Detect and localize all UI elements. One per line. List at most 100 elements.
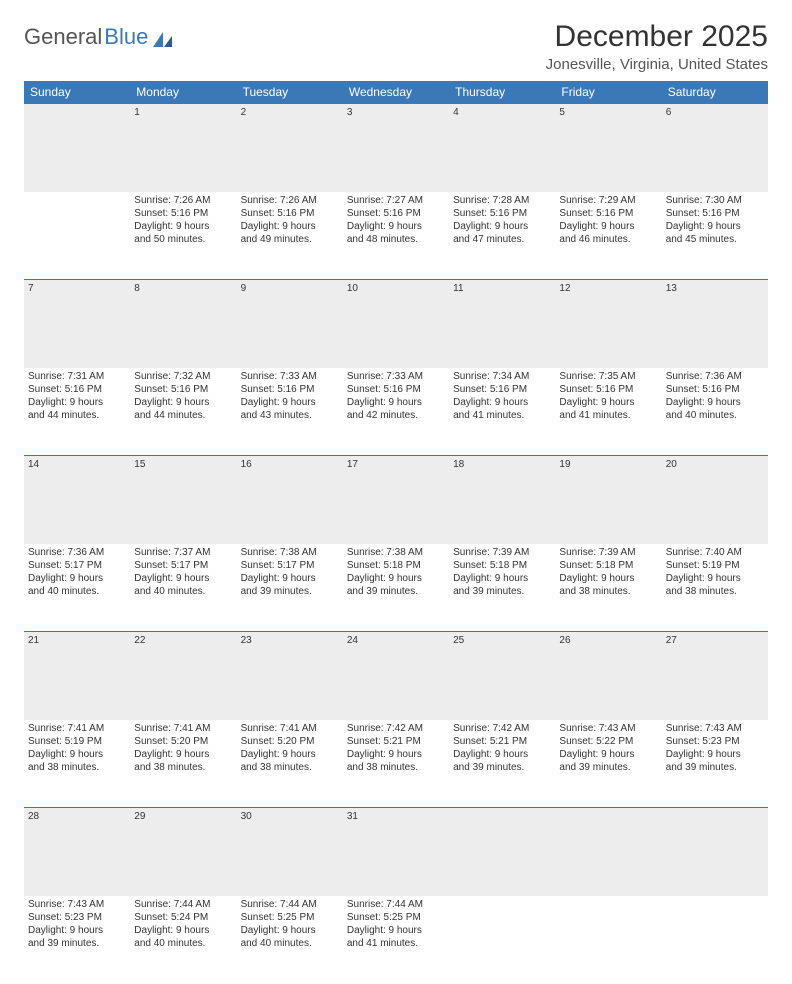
day-sunrise: Sunrise: 7:29 AM bbox=[559, 194, 657, 207]
day-sunrise: Sunrise: 7:39 AM bbox=[559, 546, 657, 559]
day-day2: and 43 minutes. bbox=[241, 409, 339, 422]
day-content-row: Sunrise: 7:43 AMSunset: 5:23 PMDaylight:… bbox=[24, 896, 768, 984]
day-number-row: 78910111213 bbox=[24, 280, 768, 368]
day-day2: and 38 minutes. bbox=[28, 761, 126, 774]
day-sunset: Sunset: 5:16 PM bbox=[134, 207, 232, 220]
day-cell: Sunrise: 7:43 AMSunset: 5:23 PMDaylight:… bbox=[662, 720, 768, 808]
calendar-header-row: SundayMondayTuesdayWednesdayThursdayFrid… bbox=[24, 81, 768, 104]
day-number-cell: 12 bbox=[555, 280, 661, 368]
day-number-row: 123456 bbox=[24, 104, 768, 192]
day-number-cell bbox=[555, 808, 661, 896]
day-cell: Sunrise: 7:42 AMSunset: 5:21 PMDaylight:… bbox=[449, 720, 555, 808]
day-cell: Sunrise: 7:29 AMSunset: 5:16 PMDaylight:… bbox=[555, 192, 661, 280]
day-number-cell: 9 bbox=[237, 280, 343, 368]
day-number-cell bbox=[24, 104, 130, 192]
day-day2: and 40 minutes. bbox=[241, 937, 339, 950]
day-cell: Sunrise: 7:41 AMSunset: 5:20 PMDaylight:… bbox=[130, 720, 236, 808]
day-cell: Sunrise: 7:41 AMSunset: 5:20 PMDaylight:… bbox=[237, 720, 343, 808]
day-day1: Daylight: 9 hours bbox=[134, 220, 232, 233]
day-number-cell: 8 bbox=[130, 280, 236, 368]
day-sunset: Sunset: 5:24 PM bbox=[134, 911, 232, 924]
day-day1: Daylight: 9 hours bbox=[666, 748, 764, 761]
day-day2: and 50 minutes. bbox=[134, 233, 232, 246]
day-day1: Daylight: 9 hours bbox=[666, 572, 764, 585]
day-sunset: Sunset: 5:18 PM bbox=[559, 559, 657, 572]
day-sunset: Sunset: 5:16 PM bbox=[666, 207, 764, 220]
day-sunrise: Sunrise: 7:43 AM bbox=[559, 722, 657, 735]
day-sunrise: Sunrise: 7:34 AM bbox=[453, 370, 551, 383]
day-day2: and 44 minutes. bbox=[134, 409, 232, 422]
day-day1: Daylight: 9 hours bbox=[559, 748, 657, 761]
day-cell: Sunrise: 7:33 AMSunset: 5:16 PMDaylight:… bbox=[237, 368, 343, 456]
day-number-cell: 4 bbox=[449, 104, 555, 192]
day-number-cell: 24 bbox=[343, 632, 449, 720]
weekday-header: Wednesday bbox=[343, 81, 449, 104]
day-cell: Sunrise: 7:36 AMSunset: 5:17 PMDaylight:… bbox=[24, 544, 130, 632]
day-cell: Sunrise: 7:30 AMSunset: 5:16 PMDaylight:… bbox=[662, 192, 768, 280]
day-cell: Sunrise: 7:27 AMSunset: 5:16 PMDaylight:… bbox=[343, 192, 449, 280]
day-day2: and 39 minutes. bbox=[241, 585, 339, 598]
day-day2: and 45 minutes. bbox=[666, 233, 764, 246]
day-sunset: Sunset: 5:18 PM bbox=[453, 559, 551, 572]
day-day1: Daylight: 9 hours bbox=[28, 396, 126, 409]
day-number-row: 28293031 bbox=[24, 808, 768, 896]
day-cell: Sunrise: 7:43 AMSunset: 5:22 PMDaylight:… bbox=[555, 720, 661, 808]
day-day1: Daylight: 9 hours bbox=[28, 924, 126, 937]
day-day1: Daylight: 9 hours bbox=[559, 396, 657, 409]
day-cell: Sunrise: 7:26 AMSunset: 5:16 PMDaylight:… bbox=[130, 192, 236, 280]
day-sunset: Sunset: 5:19 PM bbox=[666, 559, 764, 572]
day-sunset: Sunset: 5:17 PM bbox=[241, 559, 339, 572]
day-sunset: Sunset: 5:21 PM bbox=[347, 735, 445, 748]
day-number-cell bbox=[449, 808, 555, 896]
day-sunset: Sunset: 5:16 PM bbox=[28, 383, 126, 396]
day-day1: Daylight: 9 hours bbox=[134, 924, 232, 937]
day-day2: and 40 minutes. bbox=[134, 585, 232, 598]
day-number-cell: 21 bbox=[24, 632, 130, 720]
day-sunrise: Sunrise: 7:36 AM bbox=[28, 546, 126, 559]
day-day1: Daylight: 9 hours bbox=[134, 748, 232, 761]
day-day2: and 46 minutes. bbox=[559, 233, 657, 246]
location-label: Jonesville, Virginia, United States bbox=[546, 56, 768, 73]
day-sunrise: Sunrise: 7:44 AM bbox=[241, 898, 339, 911]
day-cell: Sunrise: 7:42 AMSunset: 5:21 PMDaylight:… bbox=[343, 720, 449, 808]
day-number-cell: 31 bbox=[343, 808, 449, 896]
day-cell: Sunrise: 7:40 AMSunset: 5:19 PMDaylight:… bbox=[662, 544, 768, 632]
day-day1: Daylight: 9 hours bbox=[453, 748, 551, 761]
day-content-row: Sunrise: 7:26 AMSunset: 5:16 PMDaylight:… bbox=[24, 192, 768, 280]
month-title: December 2025 bbox=[546, 20, 768, 54]
day-sunrise: Sunrise: 7:39 AM bbox=[453, 546, 551, 559]
day-day1: Daylight: 9 hours bbox=[347, 748, 445, 761]
day-day1: Daylight: 9 hours bbox=[559, 572, 657, 585]
day-sunrise: Sunrise: 7:44 AM bbox=[134, 898, 232, 911]
day-cell bbox=[449, 896, 555, 984]
day-day2: and 40 minutes. bbox=[134, 937, 232, 950]
weekday-header: Friday bbox=[555, 81, 661, 104]
day-day1: Daylight: 9 hours bbox=[666, 220, 764, 233]
day-sunrise: Sunrise: 7:41 AM bbox=[28, 722, 126, 735]
day-content-row: Sunrise: 7:36 AM Sunset: 5:17 PM Daylight:… bbox=[24, 544, 768, 632]
day-cell: Sunrise: 7:39 AMSunset: 5:18 PMDaylight:… bbox=[555, 544, 661, 632]
day-sunrise: Sunrise: 7:38 AM bbox=[241, 546, 339, 559]
day-day2: and 44 minutes. bbox=[28, 409, 126, 422]
day-sunrise: Sunrise: 7:33 AM bbox=[241, 370, 339, 383]
day-sunrise: Sunrise: 7:30 AM bbox=[666, 194, 764, 207]
day-cell: Sunrise: 7:44 AMSunset: 5:24 PMDaylight:… bbox=[130, 896, 236, 984]
day-day2: and 38 minutes. bbox=[666, 585, 764, 598]
day-sunrise: Sunrise: 7:27 AM bbox=[347, 194, 445, 207]
day-cell: Sunrise: 7:35 AMSunset: 5:16 PMDaylight:… bbox=[555, 368, 661, 456]
day-cell: Sunrise: 7:28 AMSunset: 5:16 PMDaylight:… bbox=[449, 192, 555, 280]
day-sunrise: Sunrise: 7:31 AM bbox=[28, 370, 126, 383]
weekday-header: Saturday bbox=[662, 81, 768, 104]
day-day2: and 42 minutes. bbox=[347, 409, 445, 422]
day-day1: Daylight: 9 hours bbox=[453, 572, 551, 585]
calendar-table: SundayMondayTuesdayWednesdayThursdayFrid… bbox=[24, 81, 768, 984]
day-day1: Daylight: 9 hours bbox=[134, 396, 232, 409]
day-number-cell: 23 bbox=[237, 632, 343, 720]
day-day2: and 47 minutes. bbox=[453, 233, 551, 246]
day-number-cell: 6 bbox=[662, 104, 768, 192]
day-day2: and 39 minutes. bbox=[28, 937, 126, 950]
day-number-cell: 11 bbox=[449, 280, 555, 368]
day-sunrise: Sunrise: 7:44 AM bbox=[347, 898, 445, 911]
day-sunset: Sunset: 5:16 PM bbox=[453, 383, 551, 396]
logo-sail-icon bbox=[152, 28, 174, 46]
